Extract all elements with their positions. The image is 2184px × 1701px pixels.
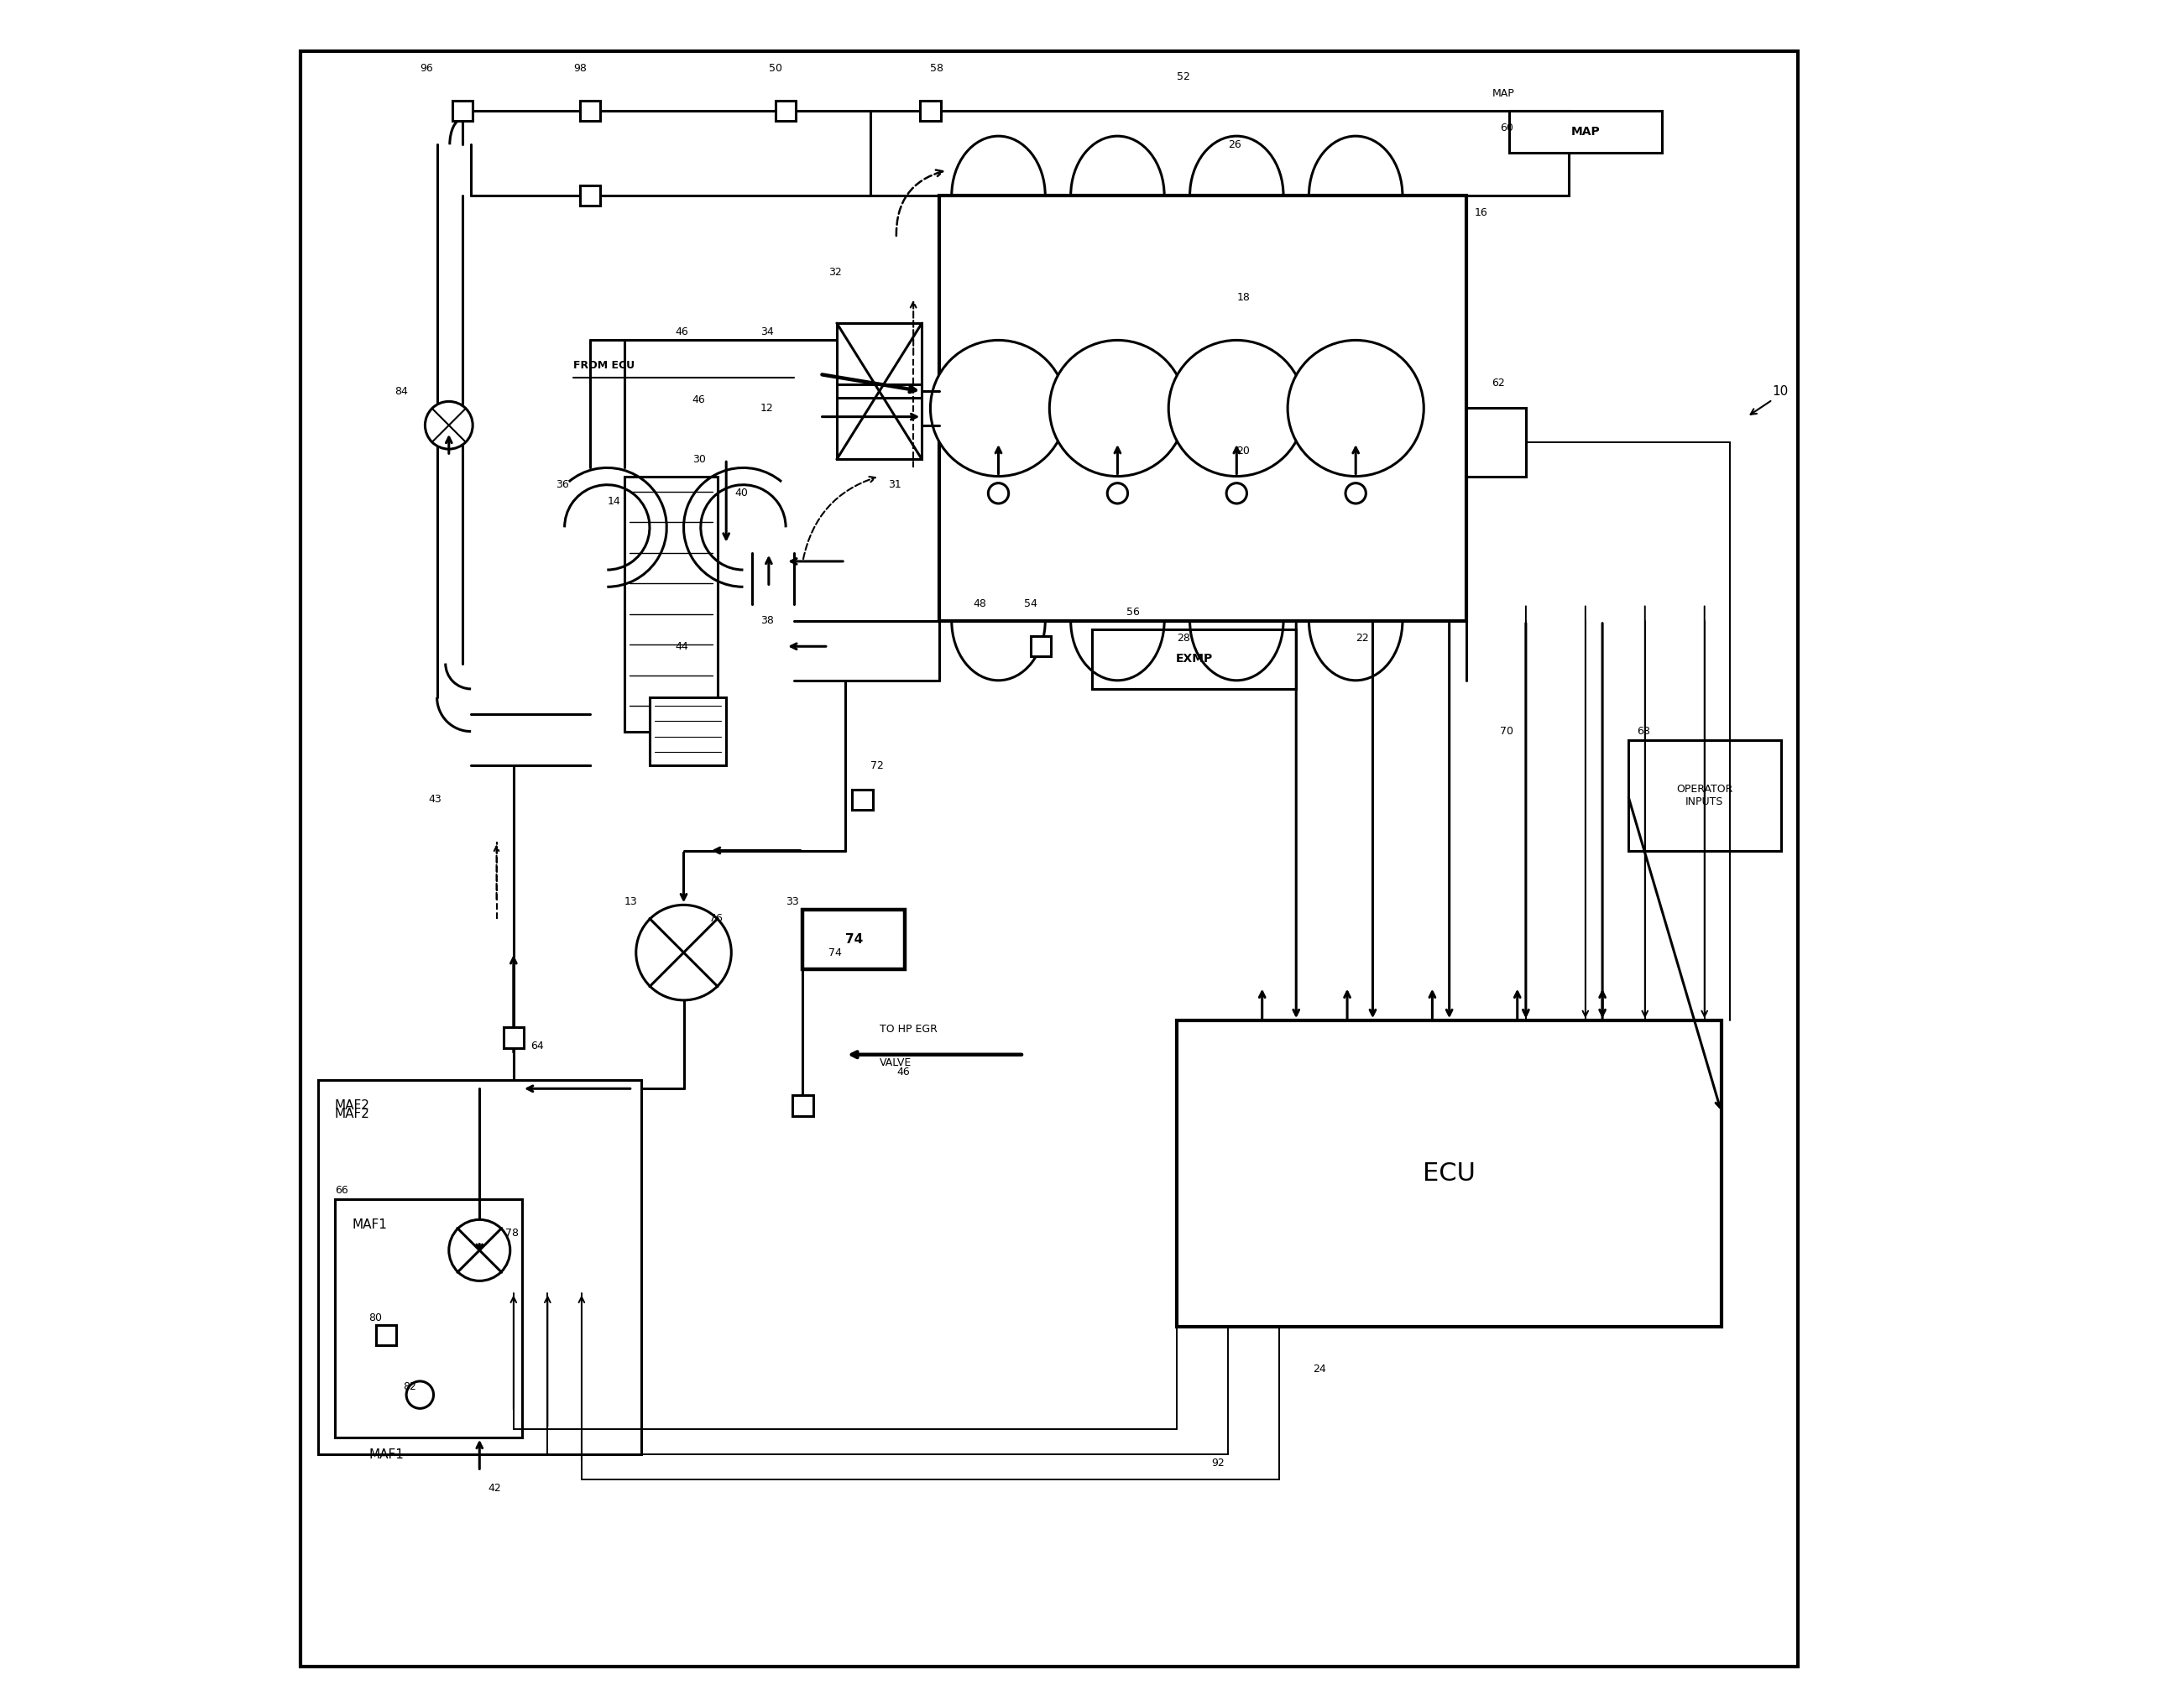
Text: 60: 60	[1500, 122, 1514, 133]
Text: 26: 26	[1227, 139, 1241, 150]
Bar	[376, 1325, 395, 1345]
Text: 80: 80	[369, 1313, 382, 1323]
Text: 98: 98	[572, 63, 587, 73]
Bar	[581, 100, 601, 121]
Text: 96: 96	[419, 63, 432, 73]
Text: 74: 74	[845, 934, 863, 946]
Text: ECU: ECU	[1424, 1162, 1476, 1186]
Text: 76: 76	[710, 913, 723, 924]
Text: 50: 50	[769, 63, 782, 73]
Bar	[625, 476, 719, 731]
Circle shape	[1289, 340, 1424, 476]
Bar	[793, 1095, 812, 1116]
Circle shape	[1345, 483, 1365, 503]
Bar	[1465, 408, 1527, 476]
Text: 16: 16	[1474, 208, 1487, 218]
Bar	[919, 100, 941, 121]
Text: VALVE: VALVE	[880, 1058, 911, 1068]
Bar	[581, 185, 601, 206]
Text: 36: 36	[557, 480, 570, 490]
Text: 24: 24	[1313, 1364, 1326, 1374]
Circle shape	[1168, 340, 1304, 476]
Bar	[1031, 636, 1051, 657]
Text: 40: 40	[734, 488, 749, 498]
Text: 52: 52	[1177, 71, 1190, 82]
Text: 42: 42	[487, 1483, 502, 1493]
Text: 46: 46	[895, 1067, 909, 1077]
Bar	[852, 789, 874, 810]
Text: 84: 84	[395, 386, 408, 396]
Circle shape	[987, 483, 1009, 503]
Text: 22: 22	[1356, 633, 1369, 643]
Bar	[452, 100, 472, 121]
Text: 44: 44	[675, 641, 688, 651]
Text: MAF2: MAF2	[334, 1099, 369, 1112]
Circle shape	[426, 401, 472, 449]
Bar	[334, 1199, 522, 1437]
Bar	[775, 100, 795, 121]
Bar	[649, 697, 727, 765]
Text: 54: 54	[1024, 599, 1037, 609]
Text: MAP: MAP	[1570, 126, 1601, 138]
Bar	[1627, 740, 1782, 850]
Bar	[301, 51, 1797, 1667]
Text: 12: 12	[760, 403, 773, 413]
Text: 30: 30	[692, 454, 705, 464]
Text: 70: 70	[1500, 726, 1514, 737]
Text: 43: 43	[428, 794, 441, 805]
Circle shape	[1107, 483, 1127, 503]
Text: 28: 28	[1177, 633, 1190, 643]
Circle shape	[636, 905, 732, 1000]
Text: 14: 14	[607, 497, 620, 507]
Text: 20: 20	[1236, 446, 1249, 456]
Text: 46: 46	[692, 395, 705, 405]
Text: 48: 48	[972, 599, 987, 609]
Text: MAP: MAP	[1492, 88, 1514, 99]
Text: 56: 56	[1127, 607, 1140, 617]
Text: OPERATOR
INPUTS: OPERATOR INPUTS	[1675, 784, 1732, 806]
Text: EXMP: EXMP	[1175, 653, 1212, 665]
Bar	[836, 323, 922, 459]
Text: 78: 78	[505, 1228, 518, 1238]
Text: MAF1: MAF1	[369, 1448, 404, 1461]
Text: 72: 72	[871, 760, 885, 771]
Bar	[1092, 629, 1295, 689]
Text: 64: 64	[531, 1041, 544, 1051]
Text: 10: 10	[1773, 384, 1789, 398]
Text: 74: 74	[828, 947, 841, 958]
Text: 38: 38	[760, 616, 773, 626]
Text: 33: 33	[786, 896, 799, 907]
Bar	[319, 1080, 642, 1454]
Text: FROM ECU: FROM ECU	[572, 361, 636, 371]
Text: MAF1: MAF1	[352, 1218, 387, 1232]
Text: 13: 13	[625, 896, 638, 907]
Text: MAF2: MAF2	[334, 1107, 369, 1121]
Text: 62: 62	[1492, 378, 1505, 388]
Bar	[939, 196, 1465, 621]
Bar	[502, 1027, 524, 1048]
Bar	[852, 789, 874, 810]
Bar	[1177, 1021, 1721, 1327]
Text: 82: 82	[402, 1381, 417, 1391]
Text: 31: 31	[889, 480, 902, 490]
Text: 32: 32	[828, 267, 841, 277]
Bar	[804, 910, 904, 970]
Circle shape	[1051, 340, 1186, 476]
Text: TO HP EGR: TO HP EGR	[880, 1024, 937, 1034]
Text: 68: 68	[1636, 726, 1649, 737]
Text: 34: 34	[760, 327, 773, 337]
Bar	[871, 111, 1568, 196]
Circle shape	[1227, 483, 1247, 503]
Text: 58: 58	[930, 63, 943, 73]
Text: 18: 18	[1236, 293, 1249, 303]
Text: 46: 46	[675, 327, 688, 337]
Text: 92: 92	[1212, 1458, 1225, 1468]
Circle shape	[406, 1381, 435, 1408]
Bar	[1509, 111, 1662, 153]
Circle shape	[930, 340, 1066, 476]
Circle shape	[450, 1220, 511, 1281]
Text: 66: 66	[334, 1186, 347, 1196]
